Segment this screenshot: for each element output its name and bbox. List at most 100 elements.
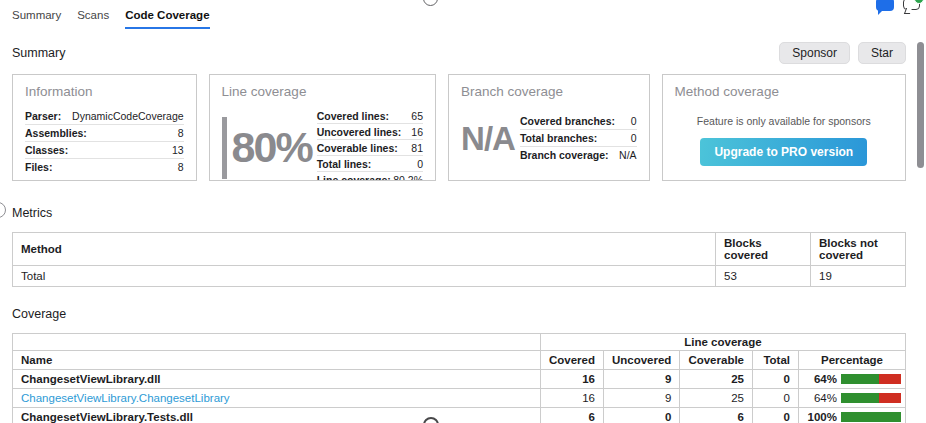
tab-code-coverage[interactable]: Code Coverage — [125, 9, 209, 29]
line-label: Total lines: — [317, 158, 372, 170]
sponsor-button[interactable]: Sponsor — [779, 42, 850, 64]
percentage-text: 64% — [807, 392, 837, 404]
chat-bubble-add-icon[interactable]: + — [903, 0, 920, 10]
coverage-group-spacer — [13, 334, 541, 351]
header-icons: + — [876, 0, 920, 11]
uncovered-cell: 0 — [603, 408, 679, 423]
coverage-col-covered: Covered — [540, 351, 603, 370]
branch-coverage-card: Branch coverage N/A Covered branches: 0 … — [448, 74, 650, 181]
line-coverage-card: Line coverage 80% Covered lines: 65 Unco… — [209, 74, 436, 181]
branch-value: N/A — [619, 149, 637, 161]
branch-value: 0 — [631, 132, 637, 144]
line-row-total: Total lines: 0 — [317, 155, 423, 171]
branch-coverage-card-title: Branch coverage — [461, 84, 637, 99]
percentage-text: 64% — [807, 373, 837, 385]
info-label: Assemblies: — [25, 127, 87, 139]
tab-summary[interactable]: Summary — [12, 9, 61, 29]
info-row-classes: Classes: 13 — [25, 141, 184, 158]
assembly-name: ChangesetViewLibrary.dll — [13, 370, 541, 389]
coverage-col-coverable: Coverable — [680, 351, 753, 370]
branch-value: 0 — [631, 115, 637, 127]
coverable-cell: 25 — [680, 370, 753, 389]
coverage-column-header: Name Covered Uncovered Coverable Total P… — [13, 351, 906, 370]
metrics-header: Method Blocks covered Blocks not covered — [13, 233, 906, 266]
info-row-assemblies: Assemblies: 8 — [25, 124, 184, 141]
info-row-parser: Parser: DynamicCodeCoverage — [25, 108, 184, 124]
information-card-title: Information — [25, 84, 184, 99]
line-label: Line coverage: — [317, 174, 391, 182]
coverage-table: Line coverage Name Covered Uncovered Cov… — [12, 333, 906, 423]
metrics-col-method: Method — [13, 233, 716, 266]
class-name-link[interactable]: ChangesetViewLibrary.ChangesetLibrary — [13, 389, 541, 408]
chat-bubble-filled-icon[interactable] — [876, 0, 894, 11]
branch-row-percentage: Branch coverage: N/A — [520, 146, 637, 163]
line-row-covered: Covered lines: 65 — [317, 108, 423, 123]
information-rows: Parser: DynamicCodeCoverage Assemblies: … — [25, 108, 184, 175]
coverage-bar — [841, 393, 901, 403]
line-label: Coverable lines: — [317, 142, 398, 154]
uncovered-cell: 9 — [603, 370, 679, 389]
info-label: Parser: — [25, 110, 61, 122]
covered-cell: 16 — [540, 370, 603, 389]
upgrade-pro-button[interactable]: Upgrade to PRO version — [700, 138, 867, 166]
total-cell: 0 — [753, 370, 799, 389]
branch-label: Total branches: — [520, 132, 597, 144]
coverage-header-row: Coverage — [12, 307, 906, 321]
summary-header-row: Summary Sponsor Star — [12, 42, 906, 64]
line-coverage-card-title: Line coverage — [222, 84, 423, 99]
coverage-row-assembly: ChangesetViewLibrary.Tests.dll 6 0 6 0 1… — [13, 408, 906, 423]
coverage-bar-fill — [841, 393, 879, 403]
line-coverage-rows: Covered lines: 65 Uncovered lines: 16 Co… — [317, 108, 423, 181]
tab-scans[interactable]: Scans — [77, 9, 109, 29]
percentage-cell: 64% — [799, 370, 906, 389]
coverage-row-class: ChangesetViewLibrary.ChangesetLibrary 16… — [13, 389, 906, 408]
total-cell: 0 — [753, 408, 799, 423]
metrics-col-blocks-not-covered: Blocks not covered — [811, 233, 906, 266]
metrics-header-row: Metrics — [12, 206, 906, 220]
method-coverage-card-title: Method coverage — [675, 84, 893, 99]
star-button[interactable]: Star — [858, 42, 906, 64]
metrics-section-title: Metrics — [12, 206, 52, 220]
information-card: Information Parser: DynamicCodeCoverage … — [12, 74, 197, 181]
main-content: Summary Sponsor Star Information Parser:… — [12, 42, 906, 423]
line-value: 16 — [411, 126, 423, 138]
coverable-cell: 6 — [680, 408, 753, 423]
info-value: DynamicCodeCoverage — [72, 110, 183, 122]
code-coverage-page: { "tabs": { "items": [ { "label": "Summa… — [0, 0, 926, 423]
summary-cards: Information Parser: DynamicCodeCoverage … — [12, 74, 906, 181]
covered-cell: 6 — [540, 408, 603, 423]
info-label: Files: — [25, 161, 52, 173]
coverage-bar-fill — [841, 374, 879, 384]
branch-label: Covered branches: — [520, 115, 615, 127]
covered-cell: 16 — [540, 389, 603, 408]
branch-coverage-big-value: N/A — [461, 122, 515, 155]
line-value: 0 — [417, 158, 423, 170]
cropped-circle-artifact-left — [0, 202, 6, 218]
sponsor-only-note: Feature is only available for sponsors — [675, 115, 893, 127]
tab-bar: Summary Scans Code Coverage — [0, 0, 926, 29]
line-coverage-big-value: 80% — [232, 126, 312, 169]
info-label: Classes: — [25, 144, 68, 156]
line-row-percentage: Line coverage: 80.2% — [317, 171, 423, 181]
action-buttons: Sponsor Star — [779, 42, 906, 64]
percentage-cell: 100% — [799, 408, 906, 423]
vertical-scrollbar[interactable] — [917, 42, 924, 168]
metrics-method-cell: Total — [13, 266, 716, 287]
coverage-bar — [841, 374, 901, 384]
line-label: Covered lines: — [317, 110, 389, 122]
line-coverage-body: 80% Covered lines: 65 Uncovered lines: 1… — [222, 108, 423, 181]
coverage-col-name: Name — [13, 351, 541, 370]
line-value: 81 — [411, 142, 423, 154]
uncovered-cell: 9 — [603, 389, 679, 408]
branch-row-covered: Covered branches: 0 — [520, 113, 637, 129]
branch-row-total: Total branches: 0 — [520, 129, 637, 146]
coverage-col-percentage: Percentage — [799, 351, 906, 370]
metrics-table: Method Blocks covered Blocks not covered… — [12, 232, 906, 287]
method-coverage-card: Method coverage Feature is only availabl… — [662, 74, 906, 181]
coverage-group-header: Line coverage — [13, 334, 906, 351]
percentage-text: 100% — [807, 411, 837, 423]
metrics-blocks-not-covered-cell: 19 — [811, 266, 906, 287]
info-value: 13 — [172, 144, 184, 156]
line-value: 80.2% — [393, 174, 423, 182]
metrics-total-row: Total 53 19 — [13, 266, 906, 287]
